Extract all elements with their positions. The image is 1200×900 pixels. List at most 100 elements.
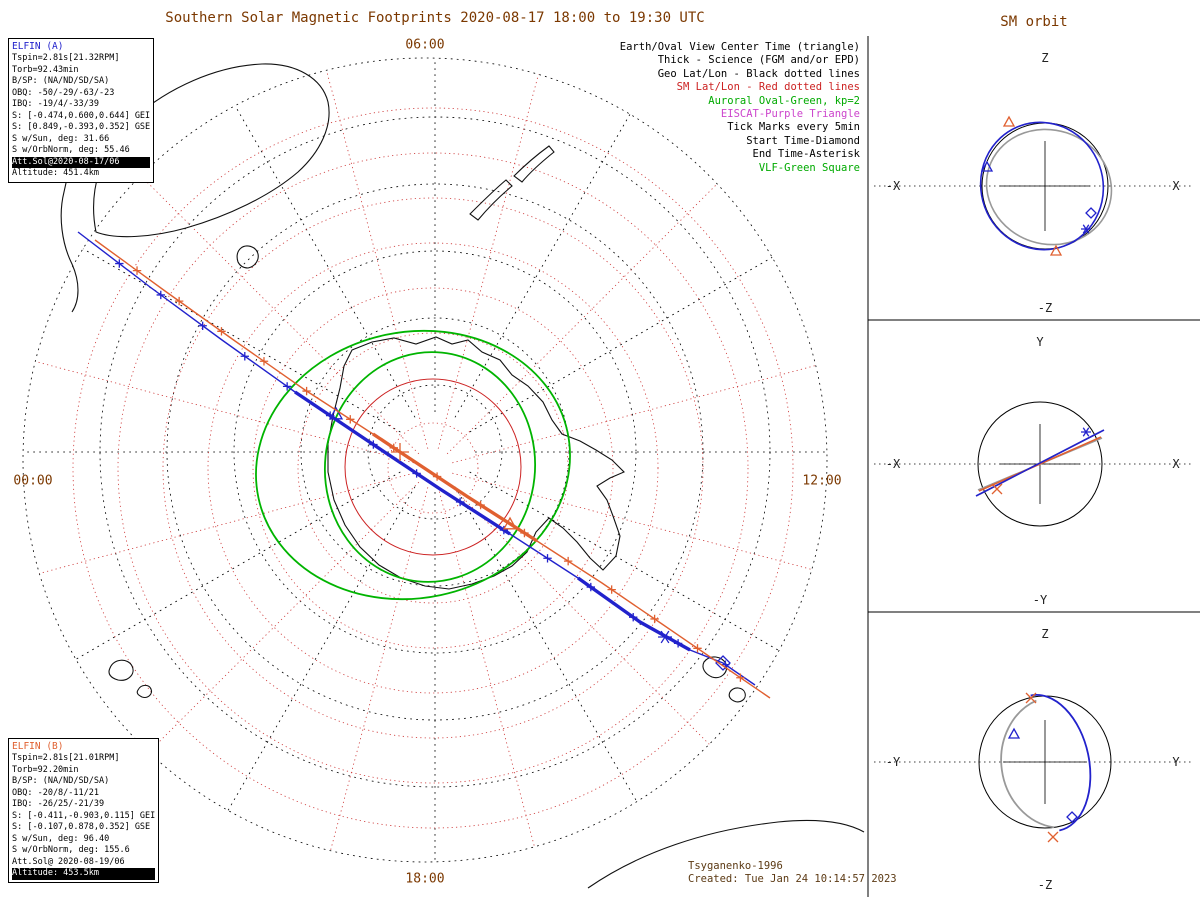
legend-line: Thick - Science (FGM and/or EPD) xyxy=(657,54,860,67)
elfin-box-title: ELFIN (A) xyxy=(12,41,64,52)
sm-lon-line xyxy=(23,340,414,464)
sm-lon-line xyxy=(305,58,429,449)
elfin-box-title: ELFIN (B) xyxy=(12,741,64,752)
legend-line: Tick Marks every 5min xyxy=(727,121,860,134)
plus-marker xyxy=(543,554,552,563)
plus-marker xyxy=(369,440,378,449)
coastline xyxy=(236,245,259,269)
plus-marker xyxy=(476,500,485,510)
orbit-trace xyxy=(1000,699,1055,829)
plus-marker xyxy=(115,259,124,268)
axis-label-left: -X xyxy=(886,179,901,193)
sm-lon-line xyxy=(446,481,782,817)
info-line: S w/Sun, deg: 31.66 xyxy=(12,133,110,144)
info-line: Att.Sol@ 2020-08-19/06 xyxy=(12,856,125,867)
diamond-marker xyxy=(715,655,731,671)
geo-lon-line xyxy=(188,486,416,862)
orbit-trace xyxy=(975,429,1105,497)
elfin-a-info-box: ELFIN (A) Tspin=2.81s[21.32RPM] Torb=92.43… xyxy=(8,38,155,183)
plus-marker xyxy=(389,443,398,453)
legend-line: VLF-Green Square xyxy=(758,161,860,174)
diamond-marker xyxy=(1085,207,1097,219)
sm-lat-circle-dotted xyxy=(117,152,749,784)
auroral-oval xyxy=(323,351,537,583)
coastline xyxy=(136,684,152,698)
elfin-b-info-box: ELFIN (B) Tspin=2.81s[21.01RPM] Torb=92.20… xyxy=(8,738,160,883)
coastline xyxy=(108,659,134,681)
sm-orbit-title: SM orbit xyxy=(1000,14,1068,30)
geo-lat-circle xyxy=(166,183,704,721)
info-line: Att.Sol@2020-08-17/06 xyxy=(12,156,151,168)
plus-marker xyxy=(693,644,702,653)
triangle-marker xyxy=(502,516,518,530)
sm-lon-line xyxy=(452,340,827,464)
geo-lon-line xyxy=(469,205,827,433)
orbit-trace xyxy=(985,128,1113,246)
map-legend: Earth/Oval View Center Time (triangle) Th… xyxy=(620,41,860,175)
sm-lat-circle-dotted xyxy=(72,107,794,829)
plus-marker xyxy=(346,415,355,424)
geo-lon-line xyxy=(23,471,401,699)
axis-label-top: Z xyxy=(1041,627,1048,641)
plus-marker xyxy=(302,386,311,396)
info-line: OBQ: -50/-29/-63/-23 xyxy=(12,87,115,98)
legend-line: EISCAT-Purple Triangle xyxy=(720,108,860,121)
clock-label-1200: 12:00 xyxy=(802,473,842,489)
info-line: S: [-0.411,-0.903,0.115] GEI xyxy=(12,810,156,821)
sm-lat-circle-dotted xyxy=(387,422,479,514)
triangle-marker xyxy=(1007,727,1021,739)
asterisk-marker xyxy=(1081,427,1091,437)
plus-marker xyxy=(736,673,745,682)
orbit-panel-2: Y -Y -X X xyxy=(874,335,1194,607)
orbit-trace xyxy=(979,121,1105,251)
axis-label-bottom: -Z xyxy=(1038,878,1052,892)
axis-label-left: -X xyxy=(886,457,901,471)
center-cross xyxy=(1000,141,1090,231)
clock-label-1800: 18:00 xyxy=(405,871,445,887)
plus-marker xyxy=(520,528,529,538)
sm-lon-line xyxy=(437,487,561,862)
model-credit: Tsyganenko-1996 xyxy=(688,860,783,872)
cross-marker xyxy=(1047,831,1059,843)
sm-lat-circle-dotted xyxy=(297,332,569,604)
cross-marker xyxy=(991,483,1003,495)
asterisk-marker xyxy=(1081,224,1091,234)
orbit-trace xyxy=(1030,694,1092,832)
plus-marker xyxy=(156,290,165,300)
axis-label-right: Y xyxy=(1172,755,1180,769)
legend-line: Start Time-Diamond xyxy=(746,134,860,147)
info-line: IBQ: -26/25/-21/39 xyxy=(12,799,105,809)
geo-lat-circle xyxy=(300,317,570,587)
legend-line: SM Lat/Lon - Red dotted lines xyxy=(676,81,860,94)
plus-marker xyxy=(650,614,659,624)
axis-label-bottom: -Y xyxy=(1033,593,1048,607)
geo-lat-circle xyxy=(233,250,637,654)
created-credit: Created: Tue Jan 24 10:14:57 2023 xyxy=(688,873,897,885)
info-line: B/SP: (NA/ND/SD/SA) xyxy=(12,76,110,86)
sm-lat-circle-dotted xyxy=(162,197,704,739)
map-grid-layer xyxy=(23,58,827,862)
clock-label-0600: 06:00 xyxy=(405,37,445,53)
info-line: Altitude: 451.4km xyxy=(12,168,99,178)
info-line: OBQ: -20/8/-11/21 xyxy=(12,787,99,798)
coastline xyxy=(327,336,625,590)
info-line: Torb=92.20min xyxy=(12,764,79,775)
info-line: S: [-0.474,0.600,0.644] GEI xyxy=(12,110,151,121)
sm-lat-circle-solid xyxy=(344,378,522,556)
axis-label-top: Y xyxy=(1036,335,1044,349)
triangle-marker xyxy=(1049,244,1063,256)
plus-marker xyxy=(132,266,142,275)
info-line: B/SP: (NA/ND/SD/SA) xyxy=(12,776,110,786)
geo-lat-circle xyxy=(367,384,503,520)
auroral-oval xyxy=(255,329,571,601)
info-line: Tspin=2.81s[21.32RPM] xyxy=(12,53,120,63)
coastline xyxy=(587,819,865,889)
coastline xyxy=(702,656,728,679)
footprint-elfin-b xyxy=(94,239,771,699)
sm-lon-line xyxy=(452,472,827,596)
coastline xyxy=(513,145,555,183)
footprint-elfin-a xyxy=(77,231,756,686)
triangle-marker xyxy=(328,406,344,420)
geo-lat-circle xyxy=(99,116,771,788)
